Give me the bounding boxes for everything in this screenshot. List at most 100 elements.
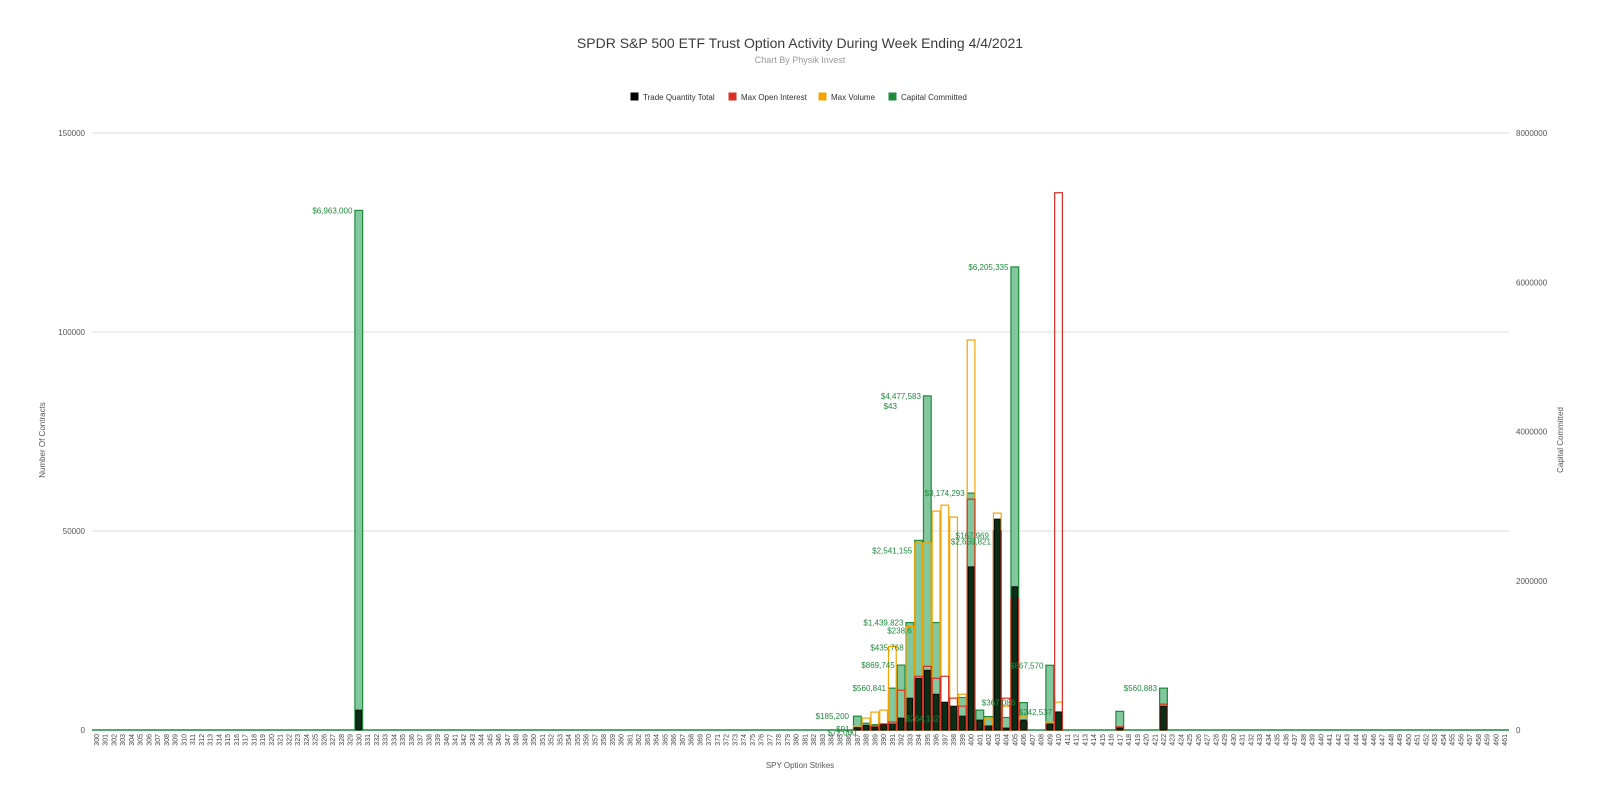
trade-quantity-bar <box>1046 723 1054 731</box>
x-tick-label: 321 <box>278 734 285 746</box>
trade-quantity-bar <box>976 719 984 731</box>
y-tick-right: 0 <box>1516 726 1521 735</box>
x-tick-label: 333 <box>383 734 390 746</box>
x-tick-label: 435 <box>1275 734 1282 746</box>
trade-quantity-bar <box>906 697 914 731</box>
x-tick-label: 349 <box>522 734 529 746</box>
x-tick-label: 312 <box>199 734 206 746</box>
data-label: $264,162 <box>906 714 940 723</box>
x-tick-label: 437 <box>1292 734 1299 746</box>
x-tick-label: 368 <box>689 734 696 746</box>
capital-committed-bar <box>1045 664 1055 731</box>
data-label: $2,659,821 <box>951 538 992 547</box>
x-tick-label: 409 <box>1047 734 1054 746</box>
x-tick-label: 438 <box>1301 734 1308 746</box>
trade-quantity-bar <box>1055 711 1062 731</box>
max-open-interest-bar <box>1054 192 1064 731</box>
x-tick-label: 361 <box>627 734 634 746</box>
y-tick-right: 4000000 <box>1516 428 1548 437</box>
trade-quantity-bar <box>862 724 870 731</box>
x-tick-label: 410 <box>1056 734 1063 746</box>
x-tick-label: 322 <box>286 734 293 746</box>
x-tick-label: 448 <box>1388 734 1395 746</box>
x-tick-label: 419 <box>1135 734 1142 746</box>
x-tick-label: 398 <box>951 734 958 746</box>
x-tick-label: 381 <box>802 734 809 746</box>
x-tick-label: 310 <box>181 734 188 746</box>
x-tick-label: 441 <box>1327 734 1334 746</box>
y-tick-right: 6000000 <box>1516 278 1548 287</box>
x-tick-label: 461 <box>1502 734 1509 746</box>
x-tick-label: 343 <box>470 734 477 746</box>
x-tick-label: 375 <box>750 734 757 746</box>
x-tick-label: 450 <box>1406 734 1413 746</box>
x-tick-label: 382 <box>811 734 818 746</box>
x-tick-label: 407 <box>1030 734 1037 746</box>
x-tick-label: 391 <box>890 734 897 746</box>
x-tick-label: 332 <box>374 734 381 746</box>
chart-subtitle: Chart By Physik Invest <box>755 55 846 65</box>
x-tick-label: 411 <box>1065 734 1072 745</box>
x-tick-label: 427 <box>1205 734 1212 746</box>
x-tick-label: 449 <box>1397 734 1404 746</box>
x-tick-label: 359 <box>610 734 617 746</box>
x-tick-label: 412 <box>1074 734 1081 746</box>
x-tick-label: 445 <box>1362 734 1369 746</box>
x-tick-label: 300 <box>94 734 101 746</box>
x-tick-label: 395 <box>925 734 932 746</box>
x-tick-label: 399 <box>960 734 967 746</box>
x-tick-label: 325 <box>313 734 320 746</box>
x-tick-label: 319 <box>260 734 267 746</box>
x-tick-label: 355 <box>575 734 582 746</box>
x-tick-label: 386 <box>846 734 853 746</box>
data-label: $91, <box>836 725 852 734</box>
data-label: $3,174,293 <box>925 489 966 498</box>
chart-title: SPDR S&P 500 ETF Trust Option Activity D… <box>577 35 1023 51</box>
x-tick-label: 308 <box>164 734 171 746</box>
x-tick-label: 455 <box>1450 734 1457 746</box>
x-tick-label: 327 <box>330 734 337 746</box>
y-tick-right: 8000000 <box>1516 129 1548 138</box>
data-label: $367,086 <box>982 699 1016 708</box>
x-tick-label: 330 <box>356 734 363 746</box>
x-tick-label: 331 <box>365 734 372 746</box>
x-tick-label: 420 <box>1144 734 1151 746</box>
x-tick-label: 345 <box>487 734 494 746</box>
x-tick-label: 447 <box>1380 734 1387 746</box>
x-tick-label: 302 <box>111 734 118 746</box>
x-tick-label: 383 <box>820 734 827 746</box>
x-tick-label: 446 <box>1371 734 1378 746</box>
max-volume-bar <box>940 504 950 731</box>
y-tick-right: 2000000 <box>1516 577 1548 586</box>
x-tick-label: 313 <box>208 734 215 746</box>
x-tick-label: 376 <box>759 734 766 746</box>
trade-quantity-bar <box>897 717 905 731</box>
x-tick-label: 433 <box>1257 734 1264 746</box>
x-tick-label: 394 <box>916 734 923 746</box>
x-tick-label: 358 <box>601 734 608 746</box>
legend-label: Max Open Interest <box>741 93 808 102</box>
legend: Trade Quantity Total Max Open Interest Max… <box>630 92 967 102</box>
capital-committed-bar <box>354 209 364 731</box>
x-tick-label: 422 <box>1161 734 1168 746</box>
trade-quantity-bar <box>959 715 966 731</box>
trade-quantity-bar <box>1116 727 1124 731</box>
x-tick-label: 353 <box>557 734 564 746</box>
data-label: $435,768 <box>870 644 904 653</box>
x-tick-label: 352 <box>549 734 556 746</box>
trade-quantity-bar <box>1160 705 1167 731</box>
x-tick-label: 357 <box>592 734 599 746</box>
x-tick-label: 421 <box>1152 734 1159 746</box>
x-tick-label: 434 <box>1266 734 1273 746</box>
x-tick-label: 350 <box>531 734 538 746</box>
x-tick-label: 418 <box>1126 734 1133 746</box>
y-tick-left: 0 <box>81 726 86 735</box>
legend-swatch <box>630 92 639 101</box>
x-tick-label: 373 <box>732 734 739 746</box>
x-tick-label: 380 <box>794 734 801 746</box>
data-label: $1,439,823 <box>863 619 904 628</box>
x-tick-label: 405 <box>1012 734 1019 746</box>
x-tick-label: 452 <box>1423 734 1430 746</box>
x-tick-label: 393 <box>907 734 914 746</box>
